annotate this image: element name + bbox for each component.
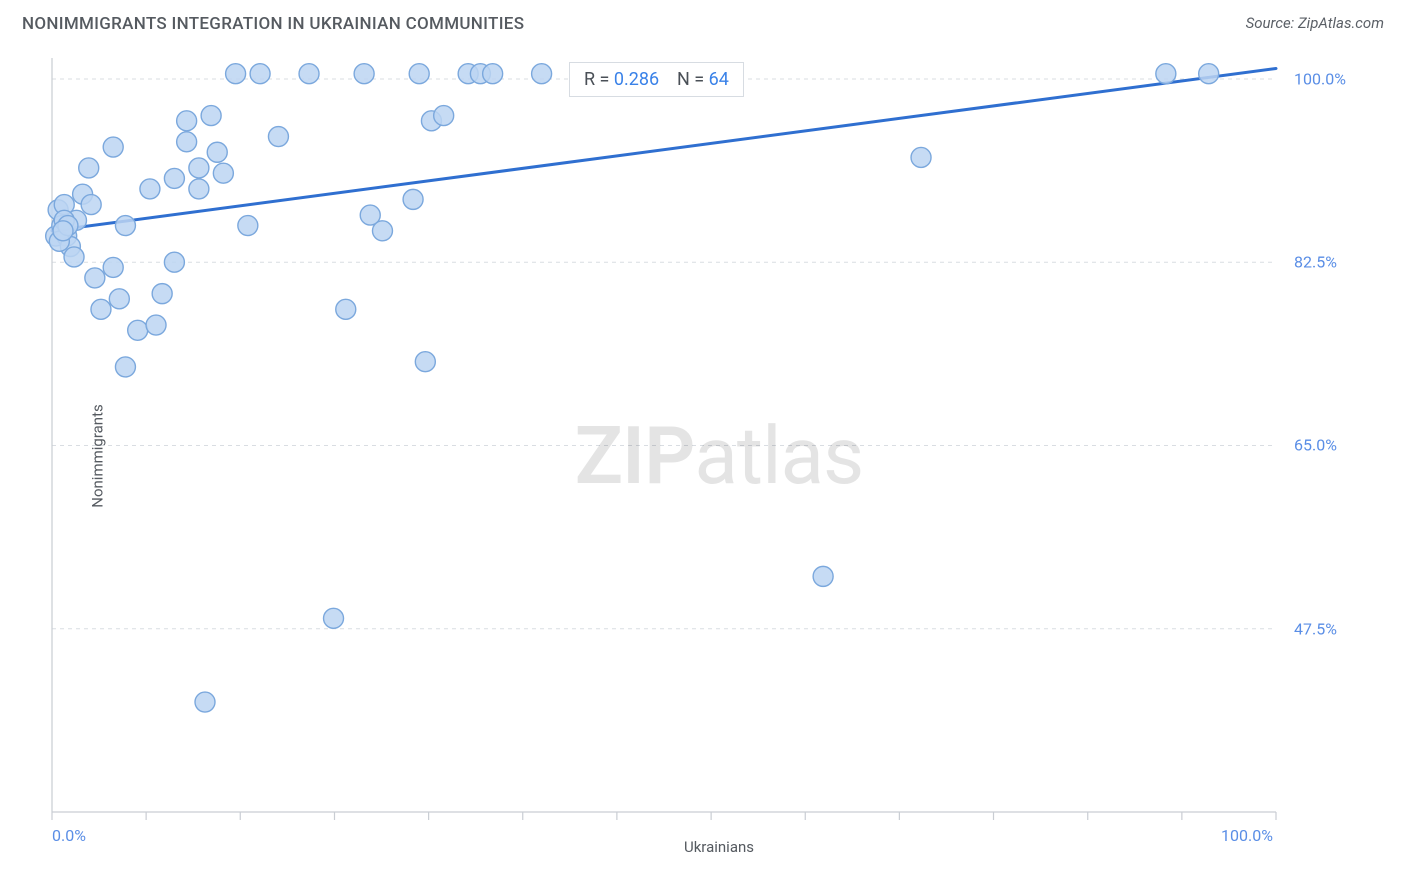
n-label: N = [677,69,704,90]
scatter-plot [42,50,1396,862]
source-attribution: Source: ZipAtlas.com [1246,14,1384,32]
r-value: 0.286 [614,69,659,90]
stats-box: R = 0.286 N = 64 [569,62,744,97]
y-axis-label: Nonimmigrants [89,404,107,507]
r-label: R = [584,69,609,90]
y-tick-label: 100.0% [1294,69,1396,88]
x-max-label: 100.0% [1221,826,1273,845]
chart-title: NONIMMIGRANTS INTEGRATION IN UKRAINIAN C… [22,14,1384,34]
y-tick-label: 47.5% [1294,619,1396,638]
y-tick-label: 65.0% [1294,436,1396,455]
chart-header: NONIMMIGRANTS INTEGRATION IN UKRAINIAN C… [0,0,1406,50]
x-axis-label: Ukrainians [684,838,754,856]
chart-area: Nonimmigrants Ukrainians ZIPatlas R = 0.… [42,50,1396,862]
x-min-label: 0.0% [52,826,86,845]
y-tick-label: 82.5% [1294,253,1396,272]
n-value: 64 [709,69,729,90]
